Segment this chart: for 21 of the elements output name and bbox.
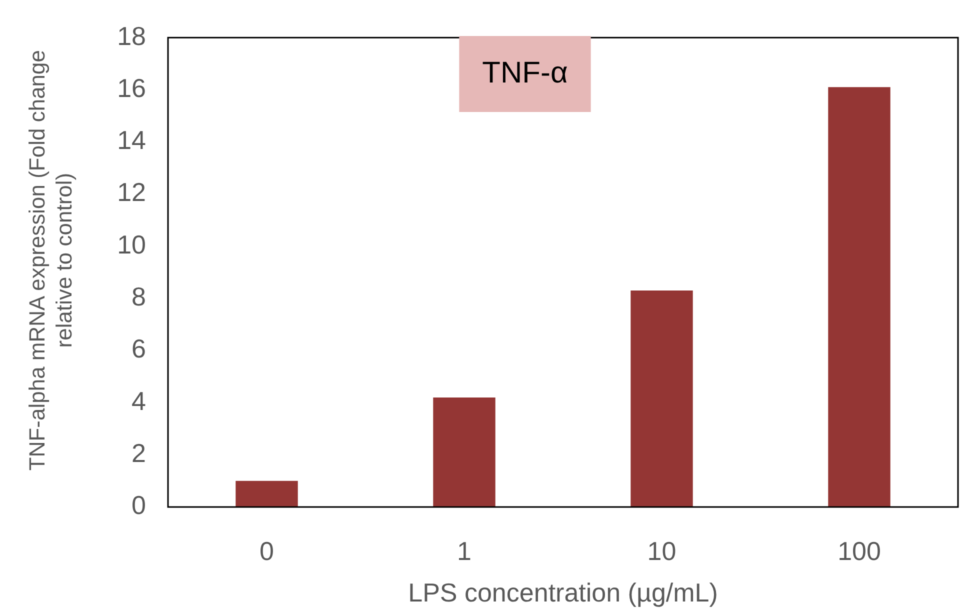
x-tick-label: 10 xyxy=(647,536,676,566)
y-tick-label: 10 xyxy=(117,229,146,260)
y-tick-label: 4 xyxy=(132,386,146,416)
bar xyxy=(630,290,693,507)
x-tick-label: 1 xyxy=(457,536,472,566)
bar xyxy=(433,397,496,507)
y-tick-label: 12 xyxy=(117,177,146,208)
y-tick-label: 0 xyxy=(132,490,146,520)
y-tick-label: 2 xyxy=(132,438,146,468)
y-tick-label: 16 xyxy=(117,72,146,103)
x-tick-label: 100 xyxy=(838,536,881,566)
y-tick-label: 8 xyxy=(132,282,146,312)
x-axis-title: LPS concentration (µg/mL) xyxy=(408,578,718,608)
text: TNF-α xyxy=(482,56,568,90)
bar xyxy=(236,480,298,507)
bar xyxy=(828,87,890,507)
y-tick-label: 14 xyxy=(117,125,146,156)
x-tick-label: 0 xyxy=(260,536,274,566)
y-axis-title: TNF-alpha mRNA expression (Fold change relative to control) xyxy=(24,50,77,471)
y-tick-label: 6 xyxy=(132,334,146,364)
y-tick-label: 18 xyxy=(117,20,146,51)
